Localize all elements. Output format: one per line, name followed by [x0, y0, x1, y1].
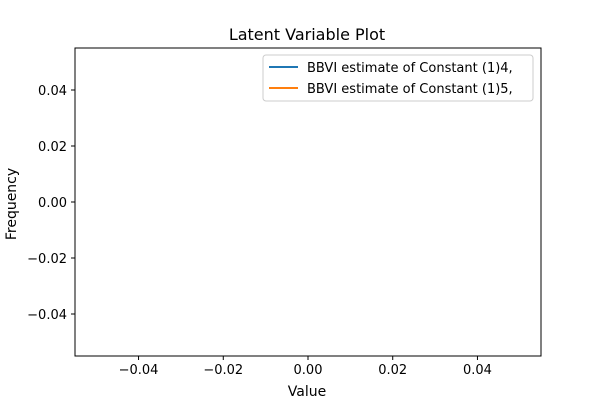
y-tick-label: −0.04	[27, 308, 67, 323]
legend-box	[262, 54, 534, 102]
x-tick-label: −0.02	[203, 363, 243, 378]
legend-label-series-2: BBVI estimate of Constant (1)5,	[307, 82, 513, 97]
x-tick-label: 0.00	[294, 363, 323, 378]
plot-area-frame	[74, 47, 542, 357]
x-tick-label: 0.04	[463, 363, 492, 378]
x-axis-label: Value	[288, 384, 326, 400]
x-tick-label: 0.02	[378, 363, 407, 378]
chart-title: Latent Variable Plot	[229, 25, 385, 44]
legend-label-series-1: BBVI estimate of Constant (1)4,	[307, 61, 513, 76]
y-tick-label: −0.02	[27, 252, 67, 267]
axes-ticks: −0.04 −0.02 0.00 0.02 0.04 −0.04 −0.02 0.00 0.02…	[27, 84, 492, 378]
y-axis-label: Frequency	[4, 168, 20, 240]
x-tick-label: −0.04	[119, 363, 159, 378]
legend: BBVI estimate of Constant (1)4, BBVI est…	[262, 54, 534, 102]
y-tick-label: 0.04	[38, 84, 67, 99]
y-tick-label: 0.00	[38, 196, 67, 211]
y-tick-label: 0.02	[38, 140, 67, 155]
